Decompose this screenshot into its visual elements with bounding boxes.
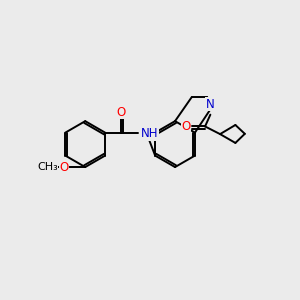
Text: O: O — [181, 120, 190, 133]
Text: CH₃: CH₃ — [37, 162, 58, 172]
Text: N: N — [206, 98, 215, 111]
Text: NH: NH — [141, 127, 158, 140]
Text: O: O — [59, 160, 68, 174]
Text: O: O — [117, 106, 126, 118]
